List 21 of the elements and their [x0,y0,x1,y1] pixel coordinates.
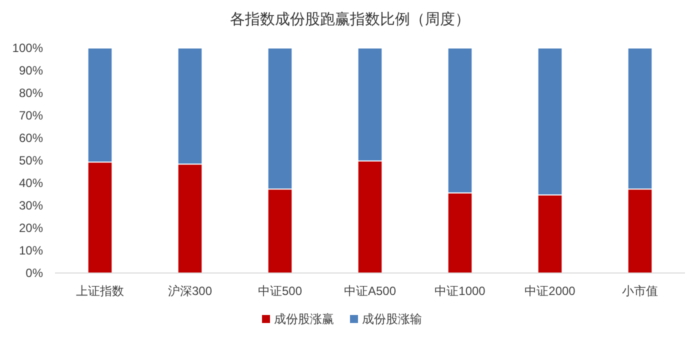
y-tick-label: 90% [18,64,44,78]
chart-title: 各指数成份股跑赢指数比例（周度） [230,11,470,28]
y-tick-label: 70% [18,108,44,122]
x-tick-label: 中证A500 [344,284,396,298]
x-tick-label: 沪深300 [168,284,212,298]
y-tick-label: 100% [12,41,44,55]
legend-label: 成份股涨输 [362,312,422,326]
y-tick-label: 60% [18,131,44,145]
y-tick-label: 20% [18,221,44,235]
x-tick-label: 中证1000 [434,284,486,298]
x-tick-label: 小市值 [622,284,658,298]
y-tick-label: 80% [18,86,44,100]
y-tick-label: 50% [18,154,44,168]
legend-label: 成份股涨赢 [274,312,334,326]
y-tick-label: 10% [18,244,44,258]
y-tick-label: 30% [18,198,44,212]
x-tick-label: 中证2000 [524,284,576,298]
y-tick-label: 40% [18,176,44,190]
y-tick-label: 0% [26,266,44,280]
x-tick-label: 中证500 [258,284,302,298]
x-tick-label: 上证指数 [76,284,124,298]
